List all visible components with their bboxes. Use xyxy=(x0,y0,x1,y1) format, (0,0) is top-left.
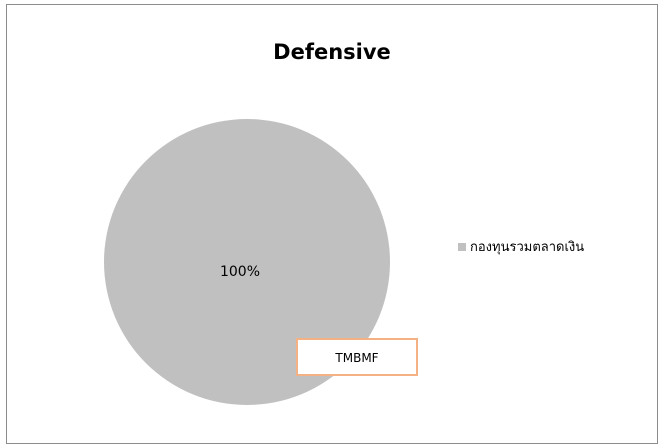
legend: กองทุนรวมตลาดเงิน xyxy=(458,236,584,257)
pie-slices xyxy=(104,119,390,405)
pie-slice-0 xyxy=(104,119,390,405)
annotation-label: TMBMF xyxy=(334,351,378,365)
legend-label: กองทุนรวมตลาดเงิน xyxy=(470,240,585,255)
chart-title: Defensive xyxy=(273,40,391,64)
slice-percent-label: 100% xyxy=(220,264,260,280)
legend-swatch xyxy=(458,242,466,251)
annotation-box xyxy=(296,338,418,376)
